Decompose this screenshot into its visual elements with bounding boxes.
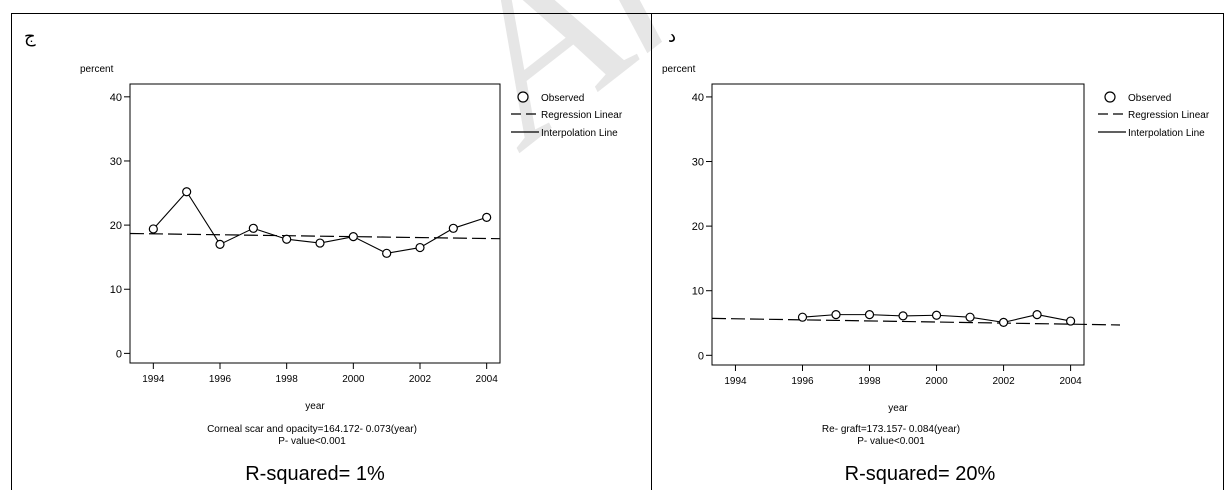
observed-point <box>898 311 908 321</box>
chart-right: 0 10 20 30 40 1994 1996 1998 2000 2002 2004 percent… <box>662 64 1210 485</box>
observed-point <box>965 312 975 322</box>
x-tick-label: 1996 <box>791 376 814 387</box>
p-value: P- value<0.001 <box>857 436 925 447</box>
x-axis-label: year <box>888 403 908 414</box>
observed-point <box>282 234 292 244</box>
plot-area <box>129 83 501 364</box>
panel-letter: د <box>668 26 677 47</box>
r-squared: R-squared= 20% <box>845 463 996 485</box>
observed-point <box>382 248 392 258</box>
legend-observed-label: Observed <box>1128 93 1171 104</box>
p-value: P- value<0.001 <box>278 436 346 447</box>
observed-point <box>1065 316 1076 326</box>
observed-point <box>1032 310 1042 320</box>
panel-letter: ج <box>24 26 36 47</box>
legend-observed-label: Observed <box>541 93 584 104</box>
observed-point <box>348 232 358 242</box>
observed-point <box>182 187 192 197</box>
legend-regression-label: Regression Linear <box>1128 110 1210 121</box>
x-tick-label: 1994 <box>724 376 747 387</box>
y-tick-label: 10 <box>692 286 704 298</box>
y-tick-label: 10 <box>110 284 122 296</box>
x-tick-label: 2000 <box>925 376 948 387</box>
x-tick-label: 1998 <box>276 374 299 385</box>
legend-interpolation-label: Interpolation Line <box>1128 128 1205 139</box>
chart-panel-left: ج <box>11 13 652 490</box>
observed-point <box>215 239 225 249</box>
x-tick-label: 1998 <box>858 376 881 387</box>
regression-equation: Corneal scar and opacity=164.172- 0.073(… <box>207 424 417 435</box>
y-axis-label: percent <box>80 64 114 75</box>
legend-observed-marker <box>1104 91 1116 103</box>
observed-point <box>864 310 875 320</box>
x-tick-label: 2002 <box>992 376 1015 387</box>
chart-left: 0 10 20 30 40 1994 1996 1998 2000 2002 2004 percent… <box>80 64 623 485</box>
y-tick-label: 30 <box>692 157 704 169</box>
observed-point <box>315 238 325 248</box>
y-tick-label: 0 <box>116 348 122 360</box>
x-tick-label: 1994 <box>142 374 165 385</box>
x-tick-label: 2004 <box>1059 376 1082 387</box>
regression-line <box>129 232 501 240</box>
x-tick-label: 2000 <box>342 374 365 385</box>
x-tick-label: 2004 <box>476 374 499 385</box>
observed-point <box>931 310 942 320</box>
legend-interpolation-label: Interpolation Line <box>541 128 618 139</box>
y-tick-label: 40 <box>692 92 704 104</box>
plot-area <box>711 83 1085 366</box>
observed-point <box>148 224 158 234</box>
y-tick-label: 20 <box>692 221 704 233</box>
regression-equation: Re- graft=173.157- 0.084(year) <box>822 424 960 435</box>
y-axis-label: percent <box>662 64 696 75</box>
observed-point <box>448 223 458 233</box>
observed-point <box>482 212 492 223</box>
y-tick-label: 20 <box>110 220 122 232</box>
legend-observed-marker <box>517 91 529 103</box>
observed-point <box>998 317 1009 327</box>
y-tick-label: 0 <box>698 350 704 362</box>
observed-point <box>415 242 425 253</box>
legend-regression-label: Regression Linear <box>541 110 623 121</box>
x-tick-label: 2002 <box>409 374 432 385</box>
y-tick-label: 40 <box>110 92 122 104</box>
observed-point <box>831 310 841 320</box>
observed-point <box>797 312 808 322</box>
r-squared: R-squared= 1% <box>245 463 385 485</box>
x-tick-label: 1996 <box>209 374 232 385</box>
regression-line <box>711 317 1121 326</box>
y-tick-label: 30 <box>110 156 122 168</box>
x-axis-label: year <box>305 401 325 412</box>
observed-point <box>248 223 258 233</box>
